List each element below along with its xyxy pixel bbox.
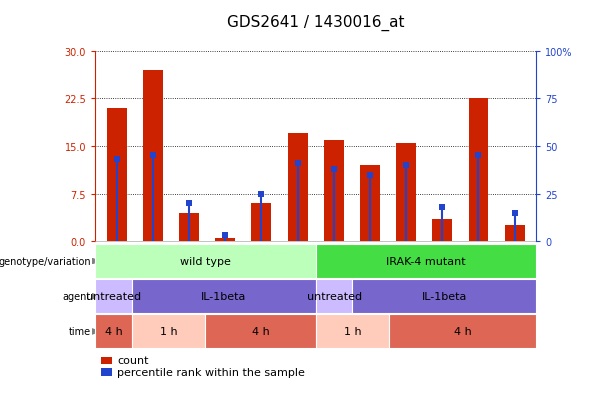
Polygon shape <box>92 294 99 299</box>
Text: IRAK-4 mutant: IRAK-4 mutant <box>386 256 466 266</box>
Text: 4 h: 4 h <box>105 327 122 337</box>
Text: 4 h: 4 h <box>454 327 471 337</box>
Polygon shape <box>92 259 99 264</box>
Polygon shape <box>92 329 99 334</box>
Text: IL-1beta: IL-1beta <box>201 292 246 301</box>
Bar <box>251 204 272 242</box>
Text: 1 h: 1 h <box>160 327 177 337</box>
Text: count: count <box>117 356 148 366</box>
Text: wild type: wild type <box>180 256 230 266</box>
Bar <box>432 219 452 242</box>
Bar <box>143 71 163 242</box>
Text: untreated: untreated <box>306 292 362 301</box>
Bar <box>360 166 380 242</box>
Text: 4 h: 4 h <box>252 327 269 337</box>
Text: 1 h: 1 h <box>344 327 361 337</box>
Text: agent: agent <box>63 292 91 301</box>
Text: time: time <box>69 327 91 337</box>
Bar <box>468 99 489 242</box>
Bar <box>324 140 344 242</box>
Text: untreated: untreated <box>86 292 141 301</box>
Text: genotype/variation: genotype/variation <box>0 256 91 266</box>
Bar <box>215 238 235 242</box>
Text: percentile rank within the sample: percentile rank within the sample <box>117 367 305 377</box>
Bar <box>287 134 308 242</box>
Bar <box>504 226 525 242</box>
Bar <box>179 213 199 242</box>
Text: IL-1beta: IL-1beta <box>422 292 467 301</box>
Text: GDS2641 / 1430016_at: GDS2641 / 1430016_at <box>227 14 405 31</box>
Bar <box>396 143 416 242</box>
Bar <box>107 109 127 242</box>
